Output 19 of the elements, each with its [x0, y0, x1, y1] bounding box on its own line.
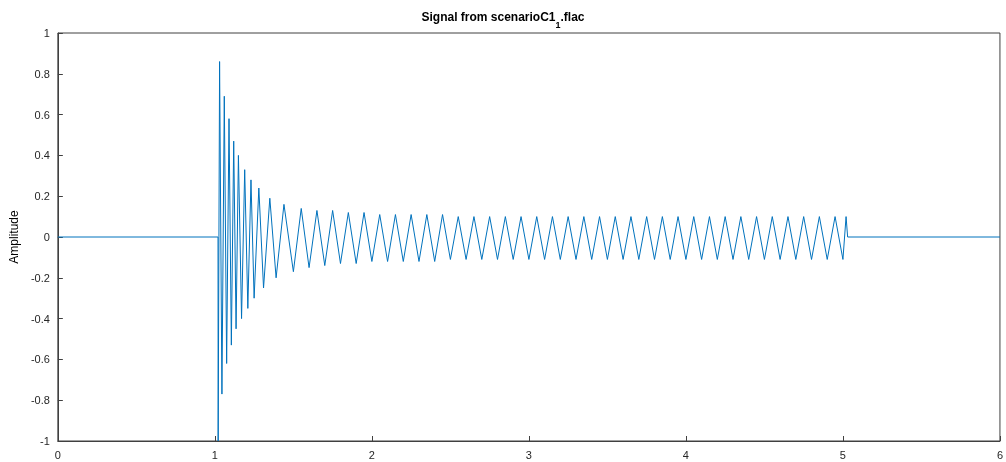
x-tick-label: 2	[368, 448, 375, 461]
y-tick-label: -0.2	[30, 271, 50, 284]
y-tick-label: -0.4	[30, 312, 50, 325]
y-tick-label: 1	[43, 27, 50, 39]
x-tick-label: 3	[525, 448, 532, 461]
y-tick-label: 0.2	[34, 190, 50, 203]
x-tick-label: 1	[211, 448, 218, 461]
y-tick-label: -0.8	[30, 394, 50, 407]
x-tick-label: 0	[54, 448, 61, 461]
y-axis-title: Amplitude	[7, 210, 21, 264]
y-tick-label: 0	[43, 231, 50, 243]
y-tick-label: 0.8	[34, 67, 50, 80]
y-tick-label: 0.4	[34, 149, 50, 162]
x-tick-label: 6	[996, 448, 1003, 461]
y-tick-label: -1	[40, 435, 50, 447]
y-tick-label: 0.6	[34, 108, 50, 121]
y-tick-label: -0.6	[30, 353, 50, 366]
x-tick-label: 4	[682, 448, 689, 461]
x-tick-label: 5	[839, 448, 846, 461]
